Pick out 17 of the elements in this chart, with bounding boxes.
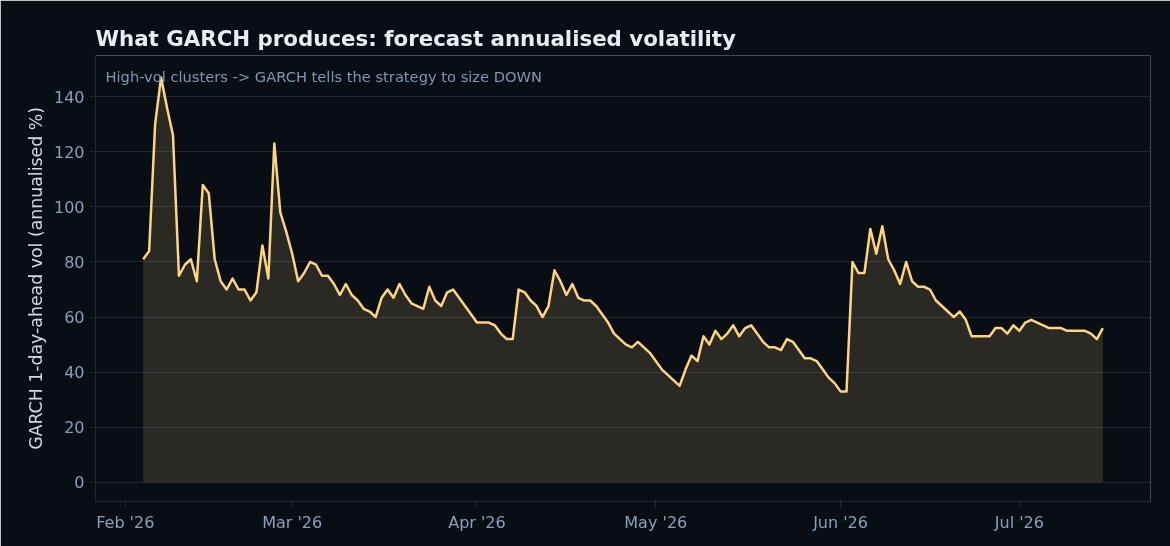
y-tick-label: 20 bbox=[64, 418, 85, 438]
chart-title: What GARCH produces: forecast annualised volatility bbox=[95, 25, 736, 51]
y-tick-label: 100 bbox=[53, 197, 85, 217]
y-tick-label: 60 bbox=[64, 308, 85, 328]
annotation: High-vol clusters -> GARCH tells the strategy to size DOWN bbox=[105, 67, 542, 85]
x-tick-label: Jun '26 bbox=[812, 512, 868, 532]
x-tick-label: Feb '26 bbox=[96, 512, 155, 532]
x-tick-label: Apr '26 bbox=[448, 512, 506, 532]
y-tick-label: 120 bbox=[53, 142, 85, 162]
y-tick-label: 80 bbox=[64, 252, 85, 272]
y-tick-label: 0 bbox=[74, 473, 85, 493]
y-tick-label: 140 bbox=[53, 87, 85, 107]
x-tick-label: Jul '26 bbox=[993, 512, 1044, 532]
x-tick-label: Mar '26 bbox=[262, 512, 323, 532]
x-tick-label: May '26 bbox=[624, 512, 688, 532]
y-tick-label: 40 bbox=[64, 363, 85, 383]
y-axis-title: GARCH 1-day-ahead vol (annualised %) bbox=[25, 107, 46, 450]
